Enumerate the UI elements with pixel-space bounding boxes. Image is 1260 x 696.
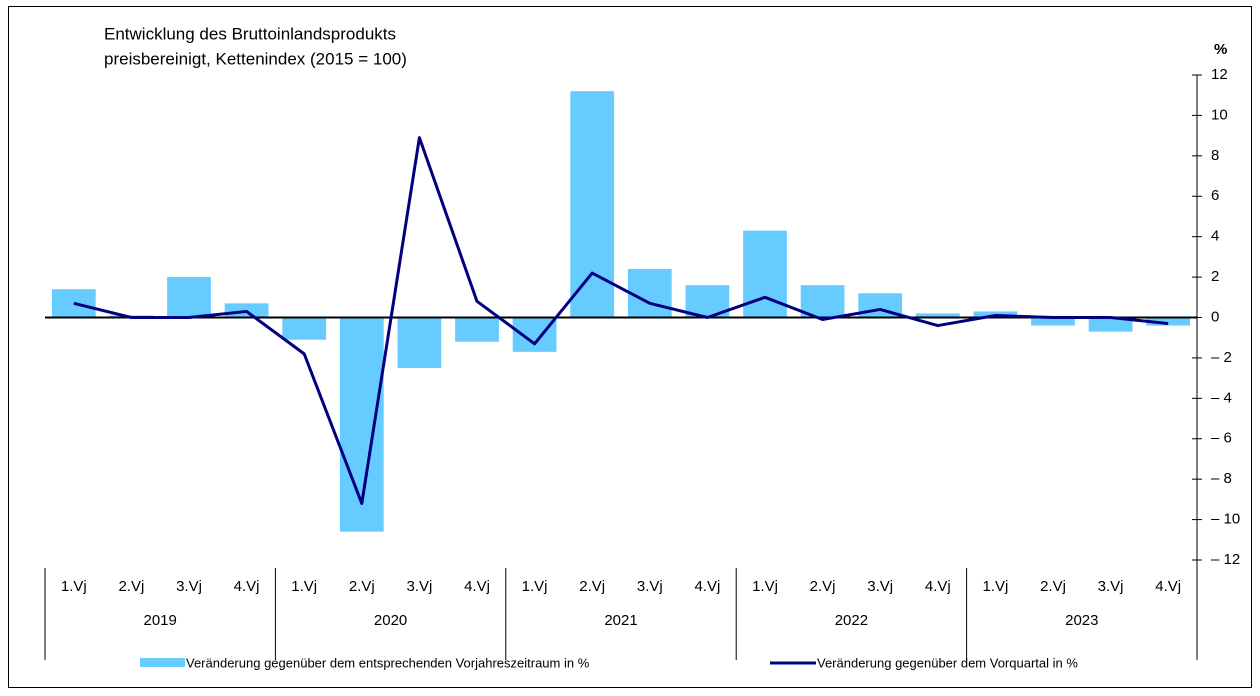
bar: [915, 313, 960, 318]
x-tick-label: 1.Vj: [982, 578, 1008, 595]
x-tick-label: 4.Vj: [694, 578, 720, 595]
year-label: 2020: [374, 612, 407, 629]
legend-swatch: [140, 658, 185, 667]
x-tick-label: 3.Vj: [637, 578, 663, 595]
legend-label: Veränderung gegenüber dem Vorquartal in …: [817, 655, 1078, 670]
bar: [800, 285, 845, 318]
bar: [1146, 317, 1191, 326]
frame: [8, 6, 1252, 688]
bar: [167, 277, 211, 318]
bar: [282, 317, 327, 340]
x-tick-label: 3.Vj: [867, 578, 893, 595]
bar: [1088, 317, 1133, 332]
y-tick-label: 10: [1211, 106, 1228, 123]
line: [73, 136, 1169, 505]
x-tick-label: 1.Vj: [61, 578, 87, 595]
x-tick-label: 2.Vj: [349, 578, 375, 595]
x-tick-label: 2.Vj: [1040, 578, 1066, 595]
y-tick-label: 8: [1211, 147, 1219, 164]
y-tick-label: 6: [1211, 187, 1219, 204]
y-tick-label: 4: [1211, 228, 1219, 245]
x-tick-label: 3.Vj: [1098, 578, 1124, 595]
x-tick-label: 3.Vj: [406, 578, 432, 595]
x-tick-label: 2.Vj: [810, 578, 836, 595]
chart-subtitle: preisbereinigt, Kettenindex (2015 = 100): [104, 49, 407, 68]
x-tick-label: 1.Vj: [291, 578, 317, 595]
y-tick-label: – 12: [1211, 551, 1240, 568]
y-tick-label: 12: [1211, 66, 1228, 83]
bar: [455, 317, 499, 342]
x-tick-label: 2.Vj: [118, 578, 144, 595]
bar: [570, 91, 615, 318]
bar: [1031, 317, 1075, 326]
y-axis-label: %: [1214, 41, 1227, 58]
x-tick-label: 4.Vj: [464, 578, 490, 595]
x-tick-label: 1.Vj: [752, 578, 778, 595]
x-tick-label: 3.Vj: [176, 578, 202, 595]
year-label: 2022: [835, 612, 868, 629]
bar: [397, 317, 442, 369]
y-tick-label: 0: [1211, 308, 1219, 325]
x-tick-label: 4.Vj: [1155, 578, 1181, 595]
year-label: 2021: [604, 612, 637, 629]
x-tick-label: 4.Vj: [234, 578, 260, 595]
chart-title: Entwicklung des Bruttoinlandsprodukts: [104, 24, 396, 43]
x-tick-label: 4.Vj: [925, 578, 951, 595]
year-label: 2023: [1065, 612, 1098, 629]
legend-label: Veränderung gegenüber dem entsprechenden…: [186, 655, 590, 670]
y-tick-label: 2: [1211, 268, 1219, 285]
y-tick-label: – 8: [1211, 470, 1232, 487]
year-label: 2019: [144, 612, 177, 629]
y-tick-label: – 4: [1211, 389, 1232, 406]
x-tick-label: 2.Vj: [579, 578, 605, 595]
bar: [627, 269, 672, 318]
y-tick-label: – 10: [1211, 511, 1240, 528]
x-tick-label: 1.Vj: [522, 578, 548, 595]
y-tick-label: – 6: [1211, 430, 1232, 447]
y-tick-label: – 2: [1211, 349, 1232, 366]
